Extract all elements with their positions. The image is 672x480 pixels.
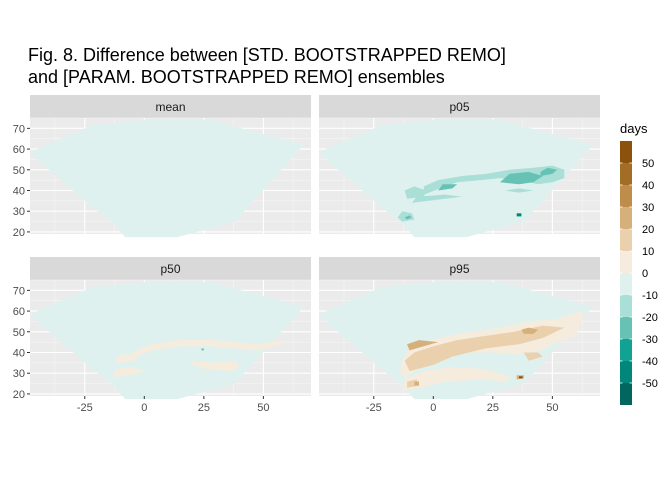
legend-color-swatch — [620, 361, 632, 383]
value-region — [540, 167, 558, 176]
value-region — [132, 340, 283, 359]
legend-label: -10 — [642, 290, 658, 302]
x-tick-label: 50 — [257, 402, 269, 414]
value-region — [201, 348, 204, 351]
plot-area-p50: 20 30 40 50 60 70 -25 0 25 50 — [13, 279, 311, 414]
legend-label: 40 — [642, 180, 654, 192]
y-tick-label: 20 — [13, 389, 25, 401]
y-tick-label: 40 — [13, 186, 25, 198]
y-tick-label: 50 — [13, 327, 25, 339]
value-region — [113, 367, 145, 378]
value-region — [516, 213, 522, 217]
facet-strip-label-p50: p50 — [160, 262, 180, 276]
chart-title-line-1: Fig. 8. Difference between [STD. BOOTSTR… — [28, 45, 506, 65]
facet-panel-p05: p05 — [319, 95, 600, 238]
facet-strip-label-p05: p05 — [449, 100, 469, 114]
legend-color-swatch — [620, 163, 632, 185]
facet-strip-p05 — [319, 95, 600, 118]
x-tick-label: -25 — [77, 402, 93, 414]
y-tick-label: 60 — [13, 306, 25, 318]
value-region — [523, 352, 543, 361]
y-tick-label: 20 — [13, 227, 25, 239]
legend-color-swatch — [620, 273, 632, 295]
value-region — [414, 381, 419, 386]
model-domain-mean — [30, 120, 304, 238]
y-tick-label: 50 — [13, 165, 25, 177]
legend-color-swatch — [620, 383, 632, 405]
y-tick-label: 30 — [13, 368, 25, 380]
value-region — [404, 186, 427, 199]
value-region — [519, 376, 523, 379]
legend-label: 10 — [642, 246, 654, 258]
legend-title: days — [620, 121, 648, 136]
value-region — [397, 211, 415, 222]
y-tick-label: 70 — [13, 285, 25, 297]
legend-color-swatch — [620, 141, 632, 163]
value-region — [404, 215, 412, 220]
legend-color-swatch — [620, 251, 632, 273]
legend-color-swatch — [620, 317, 632, 339]
value-region — [402, 367, 512, 390]
model-domain-p50 — [30, 282, 304, 400]
chart-title: Fig. 8. Difference between [STD. BOOTSTR… — [28, 44, 506, 88]
y-tick-label: 70 — [13, 123, 25, 135]
value-region — [191, 360, 240, 372]
x-tick-label: 25 — [198, 402, 210, 414]
x-tick-label: 0 — [141, 402, 147, 414]
plot-area-p05 — [319, 117, 600, 238]
plot-area-mean: 20 30 40 50 60 70 — [13, 117, 311, 239]
legend-color-swatch — [620, 207, 632, 229]
legend-label: -50 — [642, 378, 658, 390]
facet-panel-p95: p95 -25 0 25 50 — [319, 257, 600, 414]
facet-panel-mean: mean 20 30 40 50 60 70 — [13, 95, 311, 239]
legend-color-swatch — [620, 339, 632, 361]
value-region — [521, 327, 539, 334]
value-region — [438, 184, 458, 191]
facet-strip-p50 — [30, 257, 311, 280]
y-tick-label: 30 — [13, 206, 25, 218]
legend-label: -30 — [642, 334, 658, 346]
legend-color-swatch — [620, 185, 632, 207]
legend-label: -20 — [642, 312, 658, 324]
value-region — [411, 194, 462, 203]
facet-strip-label-p95: p95 — [449, 262, 469, 276]
plot-area-p95: -25 0 25 50 — [319, 279, 600, 414]
value-region — [407, 379, 419, 388]
value-region — [404, 325, 565, 372]
value-region — [504, 188, 534, 193]
facet-strip-p95 — [319, 257, 600, 280]
x-tick-label: -25 — [366, 402, 382, 414]
facet-strip-mean — [30, 95, 311, 118]
legend: days 50 40 30 20 10 0 -10 -20 -30 -40 -50 — [620, 121, 658, 405]
x-tick-label: 50 — [546, 402, 558, 414]
value-region — [407, 340, 439, 351]
legend-color-swatch — [620, 229, 632, 251]
value-region — [115, 354, 138, 363]
facet-strip-label-mean: mean — [155, 100, 185, 114]
legend-color-swatch — [620, 295, 632, 317]
legend-label: 30 — [642, 202, 654, 214]
legend-label: 0 — [642, 268, 648, 280]
y-tick-label: 60 — [13, 144, 25, 156]
chart-title-line-2: and [PARAM. BOOTSTRAPPED REMO] ensembles — [28, 67, 445, 87]
legend-label: 50 — [642, 158, 654, 170]
legend-label: -40 — [642, 356, 658, 368]
y-tick-label: 40 — [13, 348, 25, 360]
x-tick-label: 0 — [430, 402, 436, 414]
x-tick-label: 25 — [487, 402, 499, 414]
value-region — [500, 171, 543, 185]
legend-label: 20 — [642, 224, 654, 236]
facet-panel-p50: p50 20 30 40 50 60 70 -25 0 25 50 — [13, 257, 311, 414]
